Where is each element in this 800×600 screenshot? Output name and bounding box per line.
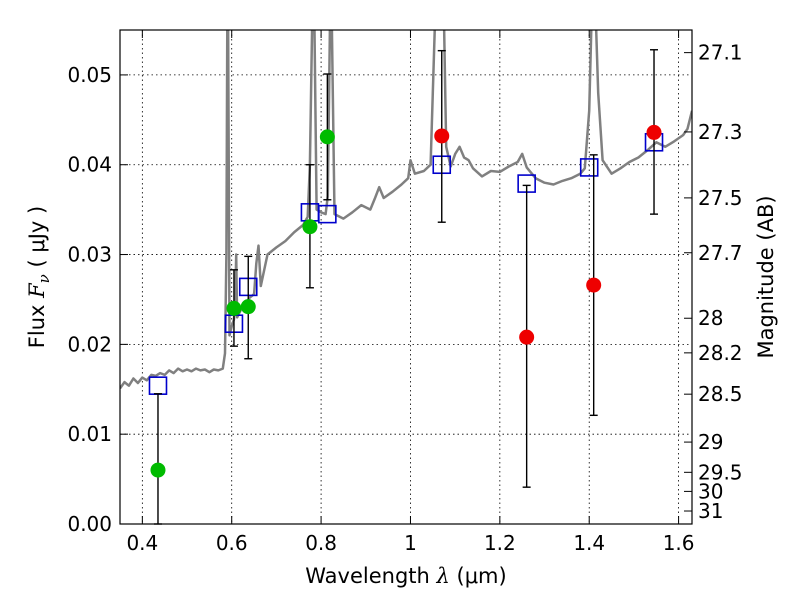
y2-tick-label: 30 xyxy=(698,479,723,503)
observed-point-red xyxy=(434,128,450,144)
y2-axis-title: Magnitude (AB) xyxy=(754,195,778,358)
y2-tick-label: 31 xyxy=(698,499,723,523)
y-tick-label: 0.04 xyxy=(67,153,112,177)
x-tick-label: 0.6 xyxy=(216,531,248,555)
x-axis-title: Wavelength λ (μm) xyxy=(305,564,506,588)
y-tick-label: 0.00 xyxy=(67,512,112,536)
spectrum-line xyxy=(120,30,692,390)
y-tick-label: 0.01 xyxy=(67,422,112,446)
x-tick-label: 0.4 xyxy=(126,531,158,555)
y2-tick-label: 27.3 xyxy=(698,120,743,144)
observed-point-green xyxy=(319,129,335,145)
y2-tick-label: 28 xyxy=(698,306,723,330)
y2-tick-label: 28.5 xyxy=(698,382,743,406)
y2-tick-label: 29 xyxy=(698,430,723,454)
model-point xyxy=(318,204,337,224)
model-point xyxy=(579,158,599,177)
y-axis-title: Flux Fν ( μJy ) xyxy=(25,206,53,348)
observed-point-green xyxy=(240,299,256,315)
observed-point-green xyxy=(302,219,318,235)
x-tick-label: 1.6 xyxy=(663,531,695,555)
observed-point-red xyxy=(586,277,602,293)
observed-point-green xyxy=(226,300,242,316)
axis-ticks: 0.4 0.6 0.8 1 1.2 1.4 1.6 0.00 0.01 0.02 0.03 0.04 0… xyxy=(67,30,743,555)
y-tick-label: 0.05 xyxy=(67,63,112,87)
y2-tick-label: 27.7 xyxy=(698,241,743,265)
observed-point-green xyxy=(150,462,166,478)
y-tick-label: 0.02 xyxy=(67,332,112,356)
y-tick-label: 0.03 xyxy=(67,243,112,267)
plot-frame xyxy=(119,29,693,525)
x-tick-label: 1.2 xyxy=(484,531,516,555)
x-tick-label: 0.8 xyxy=(305,531,337,555)
x-tick-label: 1.4 xyxy=(573,531,605,555)
y2-tick-label: 29.5 xyxy=(698,460,743,484)
y2-tick-label: 28.2 xyxy=(698,341,743,365)
observed-point-red xyxy=(519,329,535,345)
y2-tick-label: 27.1 xyxy=(698,41,743,65)
y2-tick-label: 27.5 xyxy=(698,186,743,210)
x-tick-label: 1 xyxy=(404,531,417,555)
observed-point-red xyxy=(646,124,662,140)
